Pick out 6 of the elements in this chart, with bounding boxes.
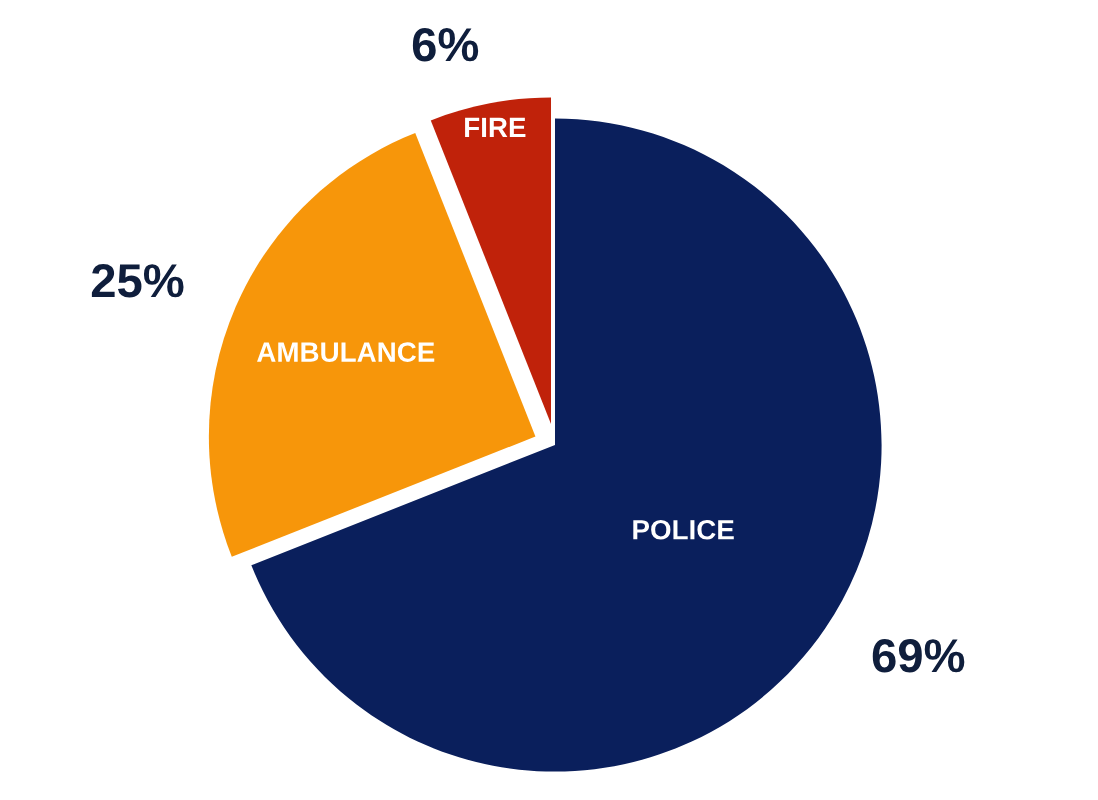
slice-label: POLICE	[633, 519, 734, 540]
data-label: 69%	[872, 639, 965, 673]
slice-label: AMBULANCE	[257, 342, 435, 362]
data-label: 25%	[91, 264, 184, 298]
data-label: 6%	[412, 27, 479, 62]
slice-label: FIRE	[465, 117, 526, 137]
